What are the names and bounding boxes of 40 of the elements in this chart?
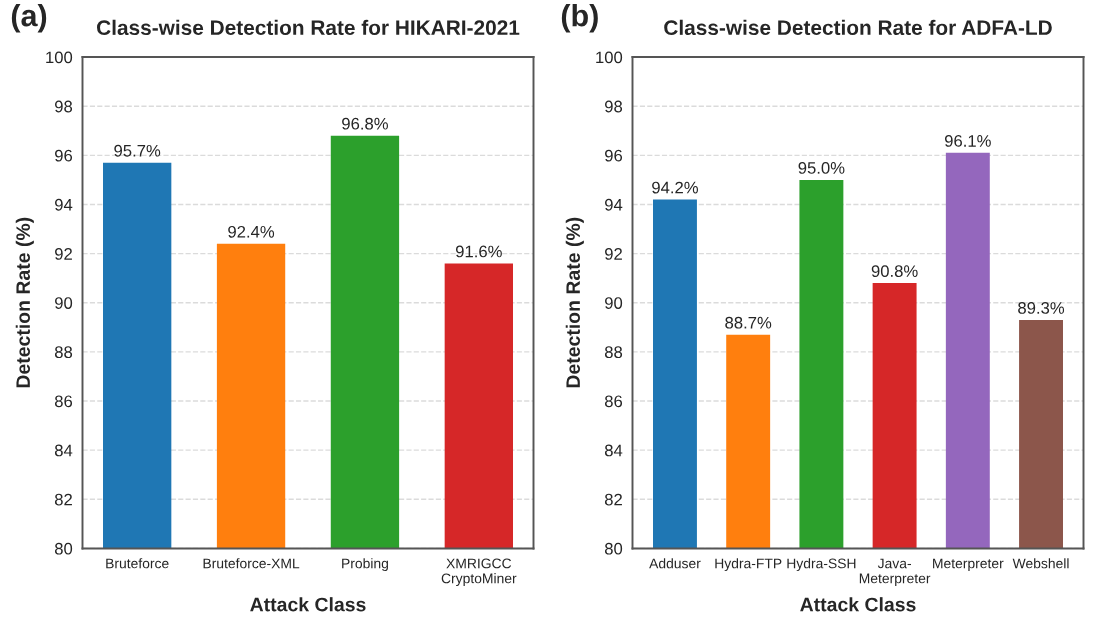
- y-tick-label: 98: [55, 100, 73, 113]
- chart-title: Class-wise Detection Rate for HIKARI-2021: [97, 19, 520, 36]
- y-tick-label: 86: [54, 395, 73, 408]
- y-tick-label: 100: [46, 51, 73, 64]
- data-label: 92.4%: [228, 225, 275, 238]
- y-tick-label: 88: [604, 346, 623, 359]
- x-axis-title: Attack Class: [800, 597, 916, 612]
- x-axis-title: Attack Class: [250, 597, 366, 612]
- data-label: 96.1%: [944, 135, 991, 147]
- data-label: 95.0%: [798, 162, 845, 174]
- y-tick-label: 96: [55, 149, 73, 162]
- y-tick-label: 84: [604, 444, 623, 457]
- data-label: 96.8%: [342, 117, 388, 130]
- y-tick-label: 90: [55, 297, 73, 309]
- data-label: 95.7%: [114, 144, 161, 157]
- y-tick-label: 84: [54, 444, 73, 457]
- y-tick-label: 94: [55, 198, 73, 211]
- text: (b): [561, 4, 598, 33]
- y-tick-label: 88: [54, 346, 73, 359]
- y-tick-label: 90: [605, 297, 623, 309]
- text: (a): [11, 4, 47, 33]
- data-label: 88.7%: [725, 316, 772, 329]
- data-label: 94.2%: [652, 181, 698, 194]
- y-tick-label: 92: [605, 248, 622, 260]
- y-tick-label: 80: [54, 542, 73, 555]
- y-tick-label: 96: [605, 149, 623, 162]
- y-axis-title: Detection Rate (%): [15, 217, 34, 388]
- chart-title: Class-wise Detection Rate for ADFA-LD: [664, 19, 1052, 36]
- y-tick-label: 82: [54, 493, 72, 506]
- y-tick-label: 82: [604, 493, 622, 506]
- y-tick-label: 100: [596, 51, 623, 64]
- y-tick-label: 80: [604, 542, 623, 555]
- data-label: 90.8%: [871, 265, 918, 278]
- y-tick-label: 92: [55, 248, 72, 260]
- y-axis-title: Detection Rate (%): [565, 217, 584, 388]
- y-tick-label: 86: [604, 395, 623, 408]
- y-tick-label: 94: [605, 198, 623, 211]
- data-label: 91.6%: [455, 245, 502, 258]
- data-label: 89.3%: [1018, 302, 1065, 314]
- y-tick-label: 98: [605, 100, 623, 113]
